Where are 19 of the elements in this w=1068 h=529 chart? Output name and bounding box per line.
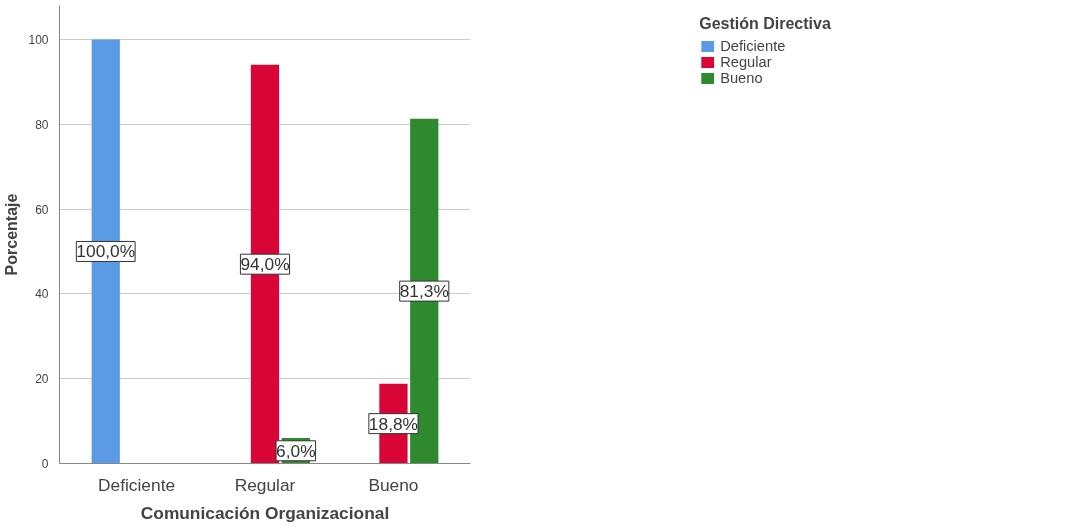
y-tick-label: 0 [41, 457, 49, 471]
y-axis-title: Porcentaje [3, 193, 21, 276]
y-tick-label: 20 [35, 372, 49, 387]
y-tick-label: 80 [35, 117, 49, 132]
y-tick-label: 60 [35, 202, 49, 217]
x-tick-label: Bueno [368, 474, 419, 495]
data-label: 18,8% [368, 413, 419, 434]
x-tick-label: Deficiente [98, 474, 176, 495]
data-label: 6,0% [276, 440, 316, 461]
y-tick-label: 100 [28, 32, 49, 47]
x-tick-label: Regular [234, 474, 296, 495]
y-tick-label: 40 [35, 287, 49, 302]
legend-title: Gestión Directiva [699, 15, 831, 33]
data-label: 100,0% [76, 241, 136, 262]
x-axis-title: Comunicación Organizacional [140, 502, 390, 523]
legend-label: Bueno [720, 70, 763, 86]
data-label: 94,0% [240, 254, 290, 275]
legend-label: Regular [720, 54, 772, 70]
legend-label: Deficiente [720, 38, 786, 54]
